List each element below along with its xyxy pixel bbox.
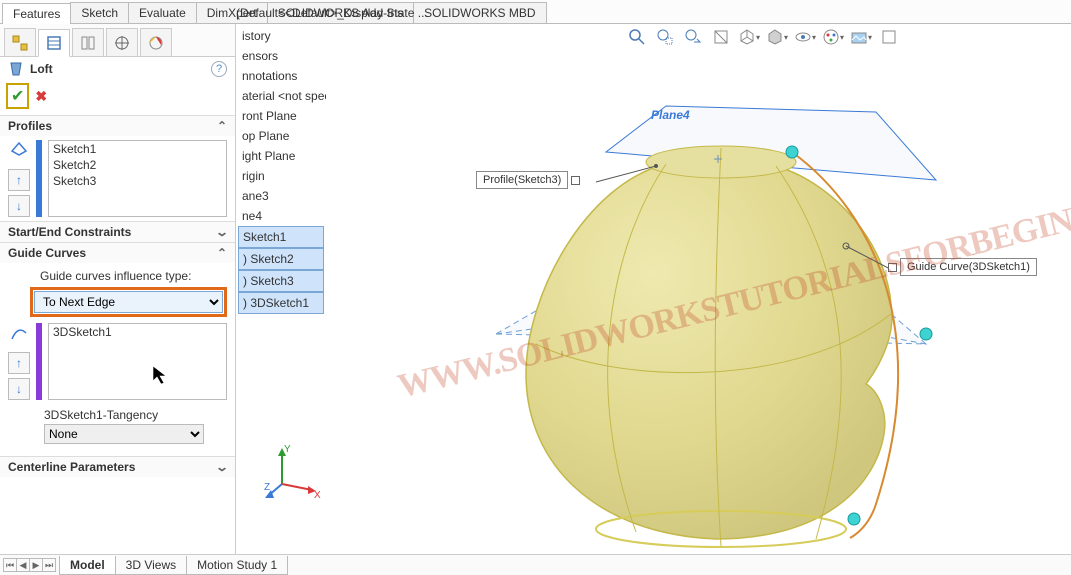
chevron-up-icon: ⌃ <box>217 246 227 260</box>
ok-cancel-row: ✔ ✖ <box>0 81 235 115</box>
tree-right-plane[interactable]: ight Plane <box>236 146 326 166</box>
tab-sketch[interactable]: Sketch <box>70 2 129 23</box>
chevron-up-icon: ⌃ <box>217 119 227 133</box>
tree-front-plane[interactable]: ront Plane <box>236 106 326 126</box>
pm-tab-appearance-icon[interactable] <box>140 28 172 56</box>
guide-move-up-button[interactable]: ↑ <box>8 352 30 374</box>
guide-move-down-button[interactable]: ↓ <box>8 378 30 400</box>
flyout-tree-top[interactable]: (Default<<Default>_Display State ... <box>236 6 428 20</box>
bottom-tab-model[interactable]: Model <box>59 556 116 575</box>
tangency-select[interactable]: None <box>44 424 204 444</box>
bottom-tab-motion[interactable]: Motion Study 1 <box>186 556 288 575</box>
profile-callout[interactable]: Profile(Sketch3) <box>476 171 580 189</box>
tree-sketch2[interactable]: ) Sketch2 <box>238 248 324 270</box>
guide-selection-bar <box>36 323 42 400</box>
tree-material[interactable]: aterial <not specified> <box>236 86 326 106</box>
tree-origin[interactable]: rigin <box>236 166 326 186</box>
tab-evaluate[interactable]: Evaluate <box>128 2 197 23</box>
tree-sketch3[interactable]: ) Sketch3 <box>238 270 324 292</box>
svg-text:Z: Z <box>264 482 270 493</box>
guide-influence-select[interactable]: To Next Edge <box>34 291 223 313</box>
move-up-button[interactable]: ↑ <box>8 169 30 191</box>
profile-diamond-icon <box>8 140 30 165</box>
tree-plane3[interactable]: ane3 <box>236 186 326 206</box>
tree-plane4[interactable]: ne4 <box>236 206 326 226</box>
profile-item[interactable]: Sketch2 <box>49 157 226 173</box>
guide-callout[interactable]: Guide Curve(3DSketch1) <box>888 258 1037 276</box>
model-render: Plane4 <box>236 34 996 554</box>
bottom-tab-bar: ⏮ ◀ ▶ ⏭ Model 3D Views Motion Study 1 <box>0 554 1071 575</box>
section-guide-header[interactable]: Guide Curves ⌃ <box>0 242 235 263</box>
profile-item[interactable]: Sketch1 <box>49 141 226 157</box>
pm-title-row: Loft ? <box>0 57 235 81</box>
pm-title-text: Loft <box>30 62 53 76</box>
tree-sketch1[interactable]: Sketch1 <box>238 226 324 248</box>
pm-tab-bar <box>0 24 235 57</box>
pm-tab-property-icon[interactable] <box>38 29 70 57</box>
nav-prev-icon[interactable]: ◀ <box>16 558 30 572</box>
tree-sensors[interactable]: ensors <box>236 46 326 66</box>
cancel-icon[interactable]: ✖ <box>35 88 47 105</box>
section-profiles-header[interactable]: Profiles ⌃ <box>0 115 235 136</box>
tangency-label: 3DSketch1-Tangency <box>44 408 227 422</box>
section-constraints-header[interactable]: Start/End Constraints ⌄ <box>0 221 235 242</box>
tree-top-plane[interactable]: op Plane <box>236 126 326 146</box>
section-centerline-header[interactable]: Centerline Parameters ⌄ <box>0 456 235 477</box>
tab-mbd[interactable]: SOLIDWORKS MBD <box>413 2 546 23</box>
guide-item[interactable]: 3DSketch1 <box>49 324 226 340</box>
pm-tab-dimxpert-icon[interactable] <box>106 28 138 56</box>
orientation-triad[interactable]: Y X Z <box>264 442 324 502</box>
property-manager: Loft ? ✔ ✖ Profiles ⌃ ↑ ↓ Sketch1 Sketch… <box>0 24 236 554</box>
loft-feature-icon <box>8 61 24 77</box>
profiles-list[interactable]: Sketch1 Sketch2 Sketch3 <box>48 140 227 217</box>
tab-features[interactable]: Features <box>2 3 71 24</box>
loft-handle[interactable] <box>848 513 860 525</box>
pm-tab-feature-tree-icon[interactable] <box>4 28 36 56</box>
loft-body <box>526 146 898 547</box>
loft-handle[interactable] <box>786 146 798 158</box>
nav-next-icon[interactable]: ▶ <box>29 558 43 572</box>
profiles-body: ↑ ↓ Sketch1 Sketch2 Sketch3 <box>0 136 235 221</box>
guide-select-highlight: To Next Edge <box>30 287 227 317</box>
tree-history[interactable]: istory <box>236 26 326 46</box>
command-manager-tabs: Features Sketch Evaluate DimXpert SOLIDW… <box>0 0 1071 24</box>
guide-influence-label: Guide curves influence type: <box>8 267 227 287</box>
tree-3dsketch1[interactable]: ) 3DSketch1 <box>238 292 324 314</box>
pm-tab-config-icon[interactable] <box>72 28 104 56</box>
loft-handle[interactable] <box>920 328 932 340</box>
flyout-feature-tree: istory ensors nnotations aterial <not sp… <box>236 26 326 314</box>
ok-icon[interactable]: ✔ <box>11 86 24 106</box>
svg-text:Y: Y <box>284 444 291 455</box>
guide-body: Guide curves influence type: To Next Edg… <box>0 263 235 448</box>
nav-last-icon[interactable]: ⏭ <box>42 558 56 572</box>
move-down-button[interactable]: ↓ <box>8 195 30 217</box>
chevron-down-icon: ⌄ <box>215 460 229 474</box>
chevron-down-icon: ⌄ <box>215 225 229 239</box>
graphics-viewport[interactable]: ▾ ▾ ▾ ▾ ▾ Plane4 <box>236 24 1071 554</box>
nav-first-icon[interactable]: ⏮ <box>3 558 17 572</box>
bottom-tab-3dviews[interactable]: 3D Views <box>115 556 187 575</box>
profile-item[interactable]: Sketch3 <box>49 173 226 189</box>
profile-selection-bar <box>36 140 42 217</box>
tree-annotations[interactable]: nnotations <box>236 66 326 86</box>
bottom-nav-buttons: ⏮ ◀ ▶ ⏭ <box>0 558 60 572</box>
guide-list[interactable]: 3DSketch1 <box>48 323 227 400</box>
svg-text:X: X <box>314 490 321 501</box>
guide-curve-icon <box>8 323 30 348</box>
help-icon[interactable]: ? <box>211 61 227 77</box>
svg-text:Plane4: Plane4 <box>651 108 690 122</box>
